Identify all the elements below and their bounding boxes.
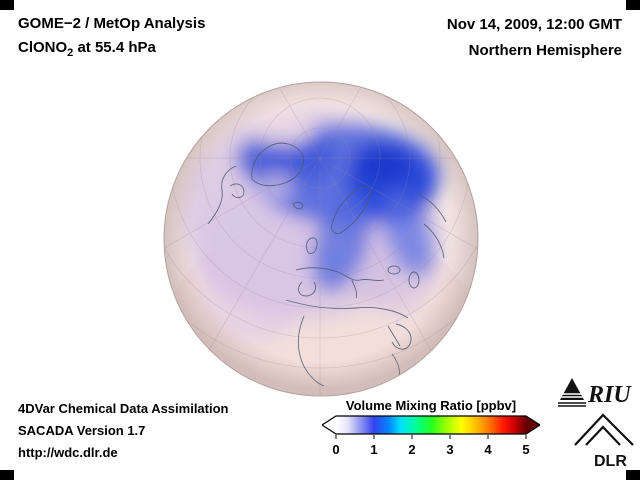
colorbar-ticks: [335, 435, 527, 439]
datetime-block: Nov 14, 2009, 12:00 GMT Northern Hemisph…: [447, 12, 622, 64]
colorbar-tick-label: 3: [446, 442, 454, 457]
globe-svg: [163, 81, 479, 397]
corner-mark: [0, 0, 14, 10]
corner-mark: [626, 470, 640, 480]
corner-mark: [0, 470, 14, 480]
colorbar-tick-label: 2: [408, 442, 416, 457]
colorbar: Volume Mixing Ratio [ppbv]: [322, 398, 540, 460]
version-label: SACADA Version 1.7: [18, 423, 146, 438]
colorbar-tick-label: 4: [484, 442, 492, 457]
globe-outline: [163, 81, 479, 397]
credits-block: 4DVar Chemical Data Assimilation SACADA …: [18, 398, 229, 464]
species-level-title: ClONO2 at 55.4 hPa: [18, 39, 156, 59]
title-block: GOME−2 / MetOp Analysis ClONO2 at 55.4 h…: [18, 12, 205, 65]
dlr-logo: DLR: [572, 412, 636, 470]
riu-logo: RIU: [556, 372, 636, 410]
dlr-logo-svg: DLR: [574, 413, 634, 470]
assimilation-label: 4DVar Chemical Data Assimilation: [18, 401, 229, 416]
analysis-title: GOME−2 / MetOp Analysis: [18, 15, 206, 32]
datetime-label: Nov 14, 2009, 12:00 GMT: [446, 16, 622, 33]
colorbar-tick-label: 5: [522, 442, 530, 457]
colorbar-tick-label: 0: [332, 442, 340, 457]
dlr-logo-text: DLR: [594, 453, 627, 470]
url-label: http://wdc.dlr.de: [18, 445, 118, 460]
colorbar-gradient-bar: [322, 415, 540, 435]
corner-mark: [626, 0, 640, 10]
colorbar-scale: [322, 415, 540, 439]
riu-logo-svg: RIU: [558, 378, 632, 408]
colorbar-tick-label: 1: [370, 442, 378, 457]
globe-map: [156, 74, 486, 404]
species-subscript: 2: [67, 47, 74, 59]
dlr-wing-icon: [574, 413, 634, 446]
colorbar-title: Volume Mixing Ratio [ppbv]: [345, 398, 517, 413]
riu-logo-text: RIU: [587, 382, 632, 408]
hemisphere-label: Northern Hemisphere: [468, 42, 622, 59]
